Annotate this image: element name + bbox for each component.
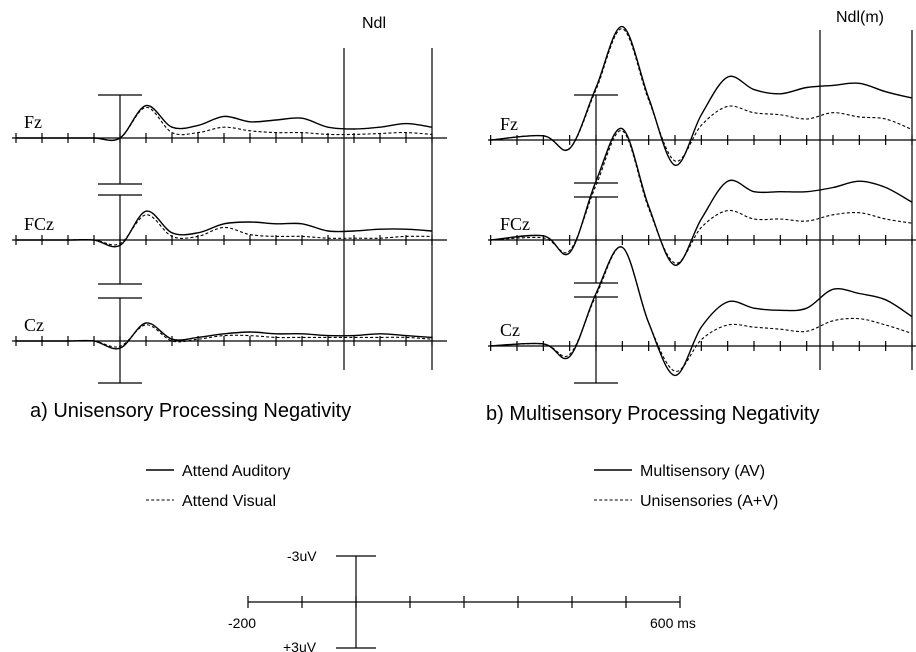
scale-neg-label: -3uV — [287, 548, 317, 564]
panel-b-marker-label: Ndl(m) — [836, 9, 884, 26]
electrode-label-fcz: FCz — [500, 214, 530, 234]
legend-label-attend-visual: Attend Visual — [182, 493, 276, 510]
waveform-cz-dashed — [15, 324, 433, 348]
waveform-cz-solid — [15, 322, 433, 350]
electrode-label-fz: Fz — [500, 114, 518, 134]
scale-pos-label: +3uV — [283, 639, 317, 652]
panel-a-caption: a) Unisensory Processing Negativity — [30, 400, 351, 422]
scale-bar: -3uV +3uV -200 600 ms — [228, 548, 696, 652]
electrode-label-cz: Cz — [24, 315, 44, 335]
scale-start-label: -200 — [228, 615, 256, 631]
electrode-label-fz: Fz — [24, 112, 42, 132]
panel-a-unisensory: Ndl Fz FCz Cz a) Unisensory Processing Neg… — [12, 15, 447, 510]
legend-label-unisensories: Unisensories (A+V) — [640, 493, 778, 510]
panel-a-plot-area: Fz FCz Cz — [12, 48, 447, 384]
waveform-fz-solid — [490, 25, 913, 166]
waveform-fz-dashed — [490, 28, 913, 162]
waveform-cz-dashed — [490, 246, 913, 372]
legend-label-attend-auditory: Attend Auditory — [182, 463, 291, 480]
scale-ticks — [247, 596, 681, 608]
waveform-fcz-solid — [16, 210, 433, 248]
legend-label-multisensory: Multisensory (AV) — [640, 463, 765, 480]
panel-b-caption: b) Multisensory Processing Negativity — [486, 403, 819, 425]
panel-a-legend: Attend Auditory Attend Visual — [146, 463, 291, 510]
waveform-fcz-dashed — [490, 130, 913, 264]
panel-b-plot-area: Fz FCz Cz — [488, 25, 916, 384]
waveform-cz-solid — [490, 246, 913, 377]
panel-a-marker-label: Ndl — [362, 15, 386, 32]
waveform-fcz-dashed — [16, 214, 433, 246]
waveform-fz-dashed — [16, 106, 433, 141]
electrode-label-fcz: FCz — [24, 214, 54, 234]
panel-b-legend: Multisensory (AV) Unisensories (A+V) — [594, 463, 778, 510]
scale-end-label: 600 ms — [650, 615, 696, 631]
panel-b-multisensory: Ndl(m) Fz FCz Cz b) Multisensory Processin… — [486, 9, 916, 510]
electrode-label-cz: Cz — [500, 320, 520, 340]
